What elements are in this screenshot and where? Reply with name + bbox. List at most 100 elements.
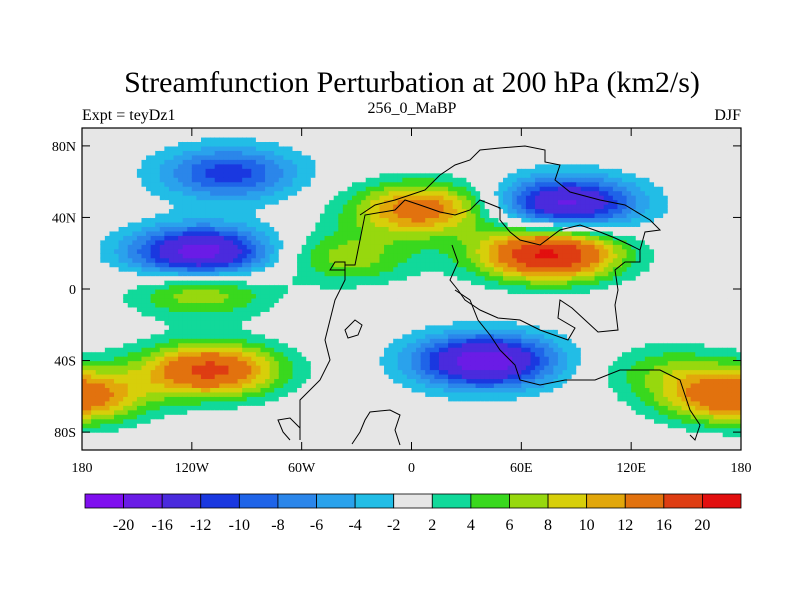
contour-cell	[132, 235, 138, 241]
contour-cell	[168, 257, 175, 263]
contour-cell	[246, 154, 252, 160]
contour-cell	[173, 297, 179, 304]
contour-cell	[100, 445, 106, 450]
contour-cell	[342, 324, 349, 330]
contour-cell	[384, 141, 390, 147]
contour-cell	[210, 333, 216, 339]
contour-cell	[342, 378, 349, 384]
contour-cell	[356, 177, 362, 183]
contour-cell	[356, 369, 362, 375]
contour-cell	[246, 195, 252, 201]
contour-cell	[347, 186, 353, 192]
contour-cell	[214, 351, 220, 357]
contour-cell	[315, 432, 321, 438]
contour-cell	[219, 226, 225, 232]
contour-cell	[187, 396, 193, 402]
contour-cell	[274, 190, 280, 196]
contour-cell	[246, 253, 252, 259]
contour-cell	[210, 289, 216, 295]
contour-cell	[388, 150, 394, 156]
contour-cell	[352, 405, 358, 411]
contour-cell	[361, 159, 367, 165]
contour-cell	[306, 132, 312, 138]
contour-cell	[333, 235, 339, 241]
contour-cell	[123, 387, 129, 393]
contour-cell	[292, 382, 298, 388]
contour-cell	[233, 275, 239, 281]
contour-cell	[292, 441, 298, 447]
contour-cell	[205, 244, 211, 250]
contour-cell	[306, 360, 312, 366]
contour-cell	[361, 289, 367, 295]
contour-cell	[228, 248, 234, 254]
contour-cell	[228, 212, 234, 219]
contour-cell	[374, 168, 381, 174]
contour-cell	[95, 405, 101, 411]
contour-cell	[315, 391, 321, 397]
contour-cell	[118, 257, 124, 263]
contour-cell	[155, 150, 161, 156]
contour-cell	[109, 338, 115, 344]
contour-cell	[127, 365, 133, 371]
contour-cell	[159, 400, 165, 406]
contour-cell	[246, 280, 252, 286]
contour-cell	[91, 145, 97, 151]
contour-cell	[141, 132, 147, 138]
contour-cell	[136, 324, 143, 330]
contour-cell	[187, 275, 193, 281]
contour-cell	[159, 315, 165, 321]
contour-cell	[114, 145, 120, 151]
contour-cell	[91, 280, 97, 286]
contour-cell	[200, 414, 207, 420]
contour-cell	[324, 212, 330, 219]
contour-cell	[306, 128, 312, 134]
contour-cell	[104, 369, 111, 375]
contour-cell	[306, 235, 312, 241]
contour-cell	[365, 226, 371, 232]
contour-cell	[251, 445, 257, 450]
contour-cell	[168, 329, 175, 335]
contour-cell	[95, 396, 101, 402]
contour-cell	[228, 409, 234, 415]
contour-cell	[333, 409, 339, 415]
contour-cell	[374, 329, 381, 335]
contour-cell	[251, 293, 257, 299]
contour-cell	[91, 128, 97, 134]
contour-cell	[265, 266, 271, 272]
contour-cell	[132, 168, 138, 174]
contour-cell	[168, 347, 175, 353]
contour-cell	[86, 136, 92, 143]
contour-cell	[269, 221, 275, 227]
contour-cell	[278, 235, 284, 241]
contour-cell	[274, 329, 280, 335]
contour-cell	[214, 409, 220, 415]
contour-cell	[200, 177, 207, 183]
contour-cell	[306, 306, 312, 312]
contour-cell	[315, 253, 321, 259]
contour-cell	[315, 400, 321, 406]
contour-cell	[397, 418, 403, 424]
contour-cell	[242, 333, 248, 339]
contour-cell	[370, 293, 376, 299]
contour-cell	[136, 382, 143, 388]
contour-cell	[82, 289, 88, 295]
contour-cell	[384, 293, 390, 299]
contour-cell	[361, 329, 367, 335]
contour-cell	[123, 275, 129, 281]
contour-cell	[205, 373, 211, 380]
contour-cell	[95, 257, 101, 263]
contour-cell	[214, 257, 220, 263]
contour-cell	[109, 284, 115, 290]
contour-cell	[310, 141, 316, 147]
contour-cell	[370, 329, 376, 335]
contour-cell	[136, 405, 143, 411]
contour-cell	[233, 382, 239, 388]
contour-cell	[118, 405, 124, 411]
contour-fill-layer	[82, 128, 741, 450]
contour-cell	[329, 284, 335, 290]
contour-cell	[132, 423, 138, 429]
contour-cell	[274, 262, 280, 268]
contour-cell	[205, 409, 211, 415]
contour-cell	[109, 315, 115, 321]
contour-cell	[123, 253, 129, 259]
